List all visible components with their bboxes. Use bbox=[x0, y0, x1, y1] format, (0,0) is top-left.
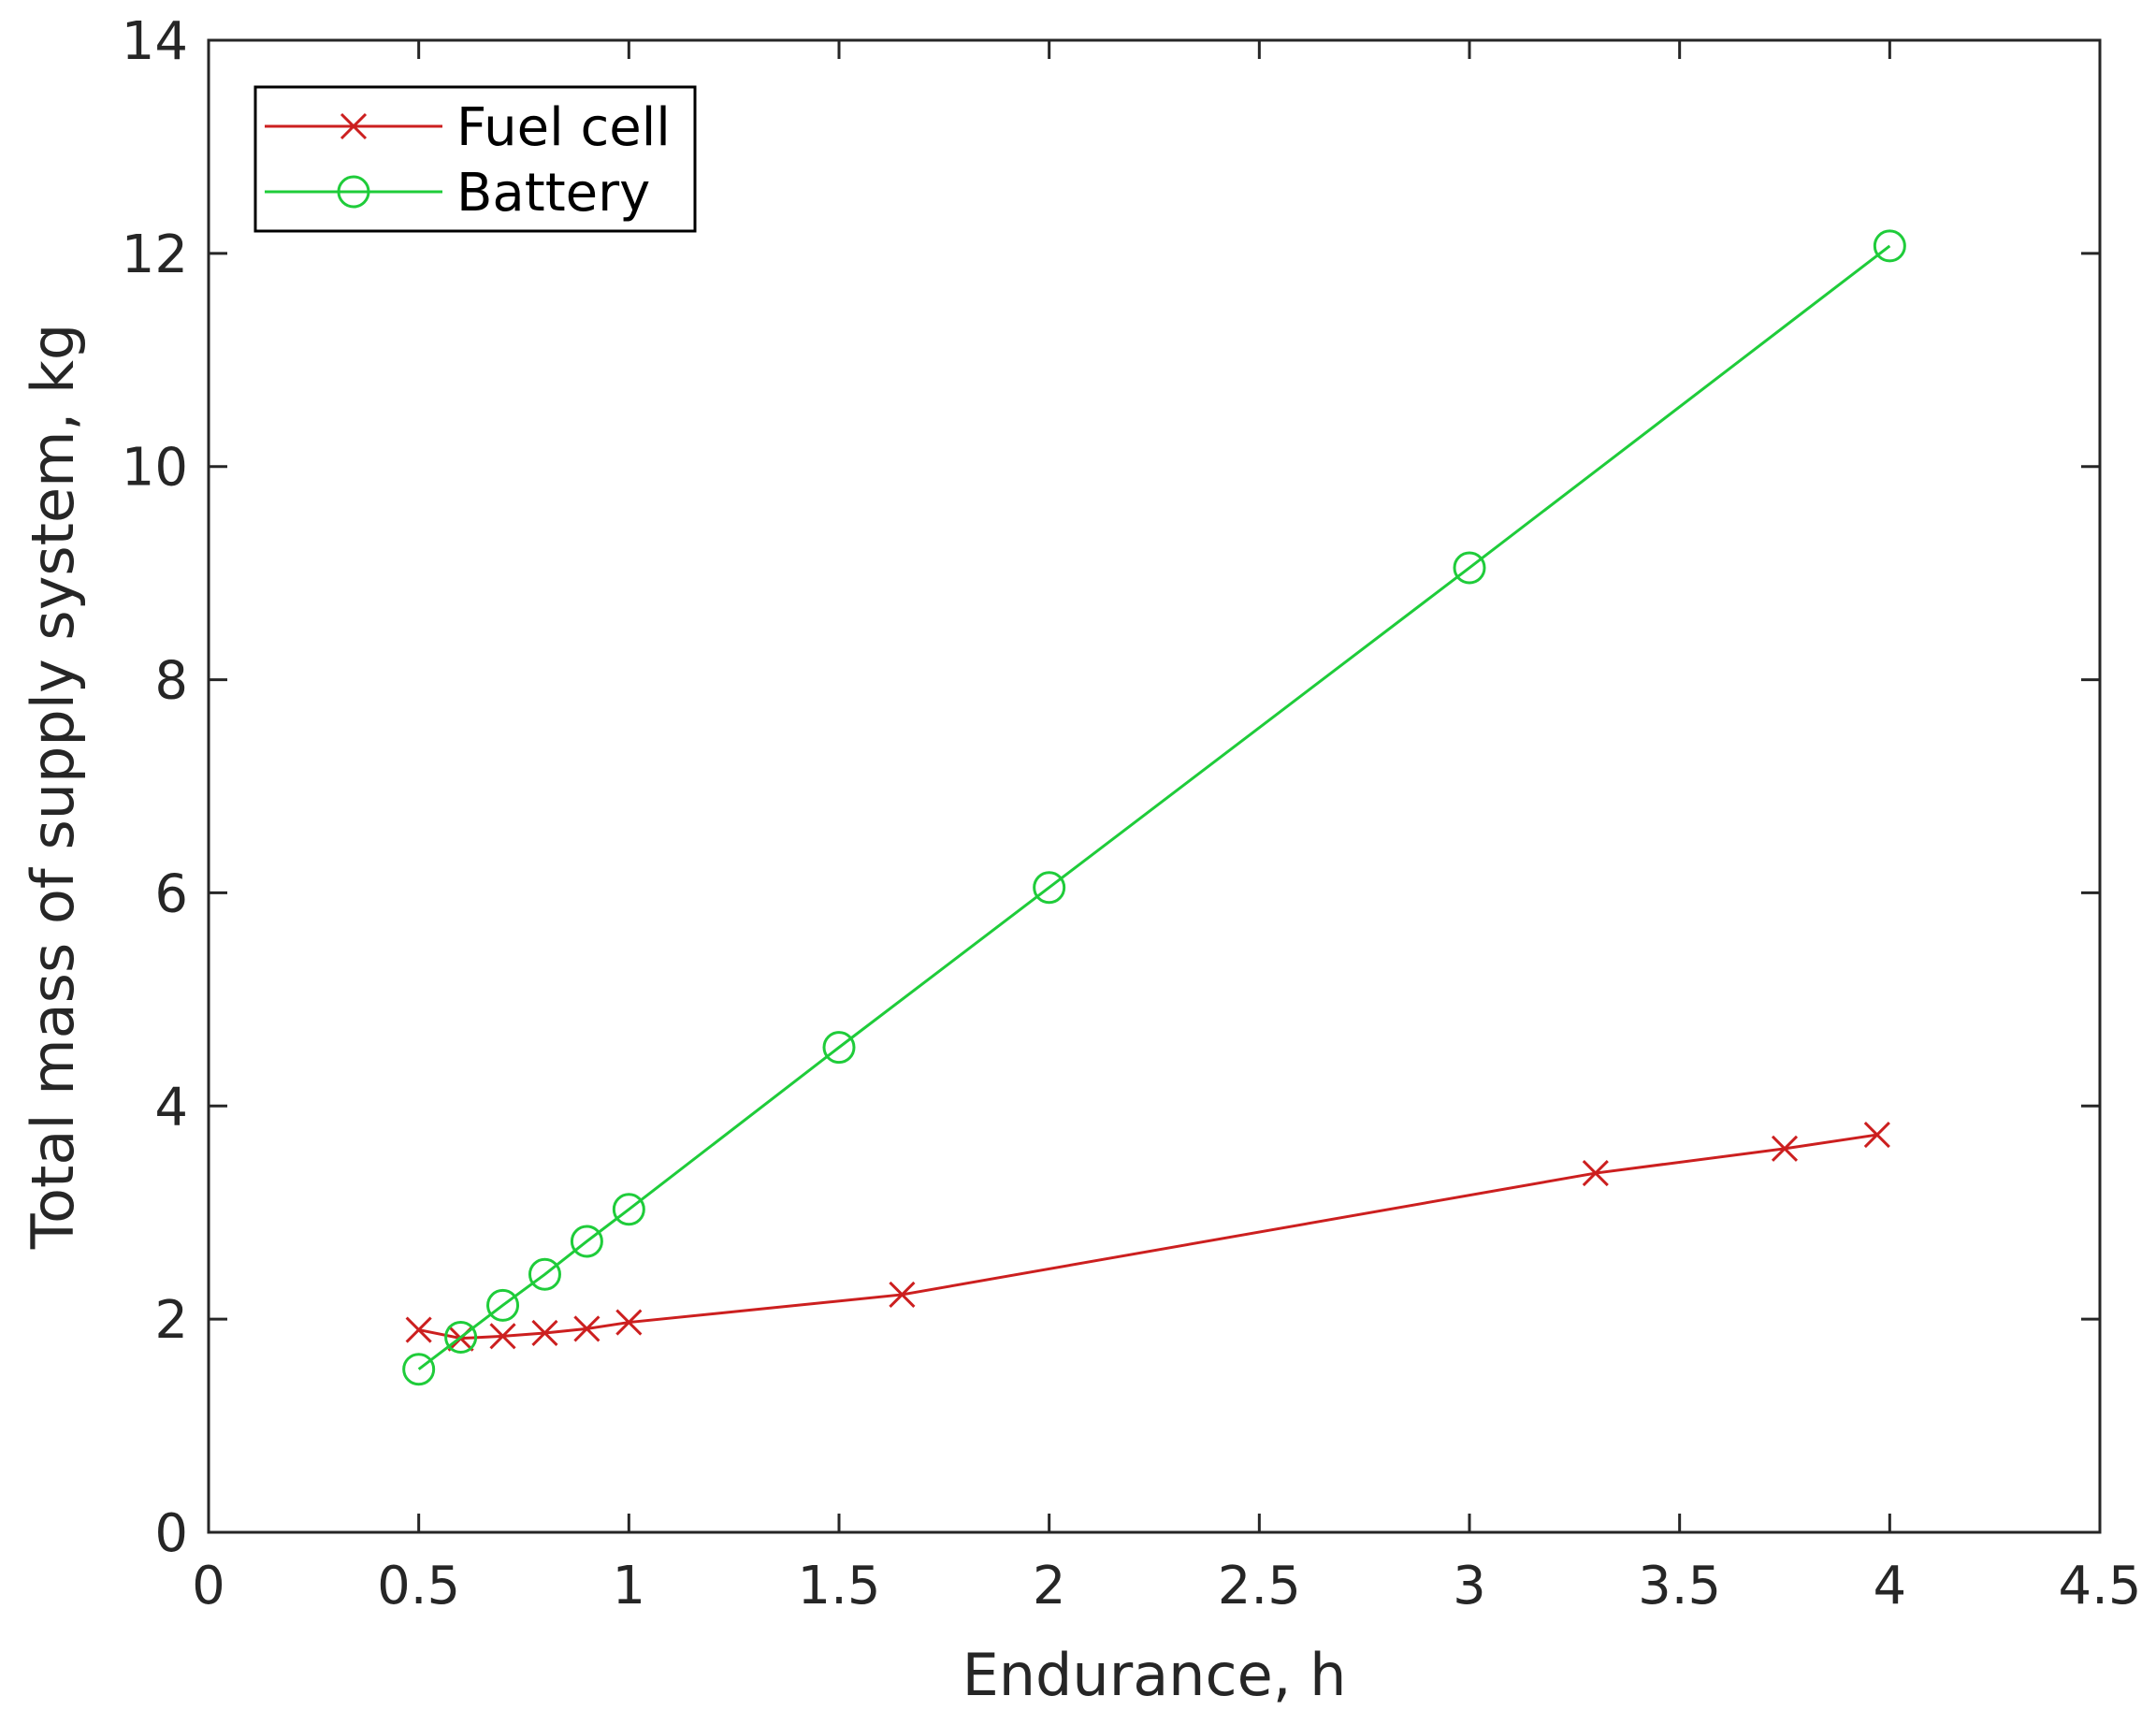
x-tick-label: 3 bbox=[1453, 1556, 1486, 1616]
data-point-battery bbox=[570, 1225, 603, 1258]
x-axis-label: Endurance, h bbox=[962, 1641, 1347, 1709]
x-tick-label: 4 bbox=[1874, 1556, 1907, 1616]
x-tick-label: 2.5 bbox=[1218, 1556, 1301, 1616]
data-point-fuel-cell bbox=[889, 1281, 916, 1308]
x-tick-label: 0.5 bbox=[377, 1556, 460, 1616]
legend-label-battery: Battery bbox=[456, 163, 650, 224]
y-tick-label: 4 bbox=[154, 1077, 188, 1138]
data-point-fuel-cell bbox=[531, 1319, 558, 1347]
plot-frame bbox=[207, 38, 2102, 1534]
ticks-layer: 0 0.5 1 1.5 2 2.5 3 3.5 4 4.5 0 2 4 6 8 10 12 14 bbox=[122, 11, 2142, 1616]
y-tick-label: 8 bbox=[154, 651, 188, 712]
legend-marker-shape bbox=[337, 175, 370, 209]
data-point-battery bbox=[612, 1193, 645, 1226]
y-tick-label: 14 bbox=[122, 11, 188, 72]
data-point-battery bbox=[1033, 871, 1066, 905]
x-tick-label: 4.5 bbox=[2058, 1556, 2141, 1616]
series-line-fuel-cell bbox=[418, 1133, 1878, 1341]
y-tick-label: 10 bbox=[122, 438, 188, 499]
x-tick-label: 1.5 bbox=[797, 1556, 880, 1616]
legend-marker-fuel-cell bbox=[340, 112, 368, 140]
data-point-fuel-cell bbox=[1863, 1121, 1890, 1149]
series-fuel-cell bbox=[405, 1121, 1890, 1352]
series-line-battery bbox=[417, 244, 1891, 1370]
data-point-battery bbox=[822, 1031, 856, 1065]
x-tick-label: 2 bbox=[1033, 1556, 1066, 1616]
data-point-battery bbox=[1873, 229, 1906, 263]
data-point-fuel-cell bbox=[573, 1315, 600, 1342]
y-tick-label: 2 bbox=[154, 1290, 188, 1351]
y-tick-label: 0 bbox=[154, 1503, 188, 1564]
data-point-fuel-cell bbox=[405, 1316, 432, 1343]
y-tick-label: 6 bbox=[154, 863, 188, 924]
y-tick-label: 12 bbox=[122, 225, 188, 285]
data-point-fuel-cell bbox=[615, 1309, 643, 1336]
data-point-fuel-cell bbox=[1582, 1160, 1609, 1187]
data-point-fuel-cell bbox=[489, 1323, 516, 1350]
x-tick-label: 1 bbox=[613, 1556, 646, 1616]
legend: Fuel cell Battery bbox=[253, 85, 697, 233]
data-point-battery bbox=[444, 1321, 478, 1355]
legend-marker-shape bbox=[340, 112, 368, 140]
plot-layer bbox=[402, 229, 1906, 1386]
data-point-battery bbox=[402, 1353, 436, 1386]
data-point-fuel-cell bbox=[1771, 1135, 1799, 1162]
legend-box bbox=[253, 85, 697, 233]
legend-label-fuel-cell: Fuel cell bbox=[456, 97, 671, 158]
y-axis-label: Total mass of supply system, kg bbox=[19, 324, 87, 1250]
data-point-battery bbox=[1453, 551, 1486, 585]
data-point-battery bbox=[486, 1288, 520, 1322]
x-tick-label: 0 bbox=[192, 1556, 225, 1616]
x-tick-label: 3.5 bbox=[1638, 1556, 1721, 1616]
data-point-battery bbox=[528, 1257, 561, 1291]
series-battery bbox=[402, 229, 1906, 1386]
legend-marker-battery bbox=[337, 175, 370, 209]
